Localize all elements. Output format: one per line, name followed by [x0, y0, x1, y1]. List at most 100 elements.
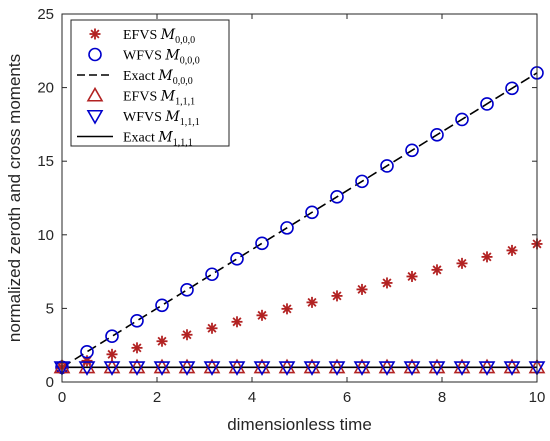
data-point: [106, 348, 118, 360]
data-point: [105, 329, 119, 344]
data-point: [78, 361, 96, 376]
data-point: [506, 244, 518, 256]
data-point: [330, 190, 344, 204]
asterisk-stroke: [257, 310, 267, 320]
ticks-layer: 0 2 4 6 8 10 0 5 10 15 20 25: [37, 6, 545, 406]
asterisk-stroke: [232, 317, 242, 327]
legend-label: Exact M0,0,0: [123, 68, 193, 87]
asterisk-stroke: [132, 343, 142, 353]
asterisk-stroke: [157, 336, 167, 346]
data-point: [456, 257, 468, 269]
y-tick-label: 0: [46, 374, 54, 391]
data-point: [178, 361, 196, 376]
legend-label: EFVS M1,1,1: [123, 89, 195, 108]
series-exact-000: [61, 72, 538, 368]
data-point: [278, 361, 296, 376]
asterisk-stroke: [407, 271, 417, 281]
data-point: [503, 358, 521, 374]
x-tick-label: 2: [153, 389, 161, 406]
legend-box: [70, 19, 230, 147]
data-point: [180, 283, 194, 297]
series-efvs-000: [56, 238, 543, 373]
data-point: [505, 81, 519, 96]
y-tick-label: 15: [37, 153, 54, 170]
x-axis-label: dimensionless time: [227, 415, 372, 434]
data-point: [331, 290, 343, 302]
data-point: [280, 221, 294, 235]
data-point: [356, 283, 368, 295]
data-point: [128, 358, 146, 374]
axes-box: [61, 13, 538, 383]
x-tick-label: 6: [343, 389, 351, 406]
legend-label: WFVS M0,0,0: [123, 48, 200, 67]
data-point: [405, 143, 419, 158]
legend-marker: [88, 47, 102, 62]
legend-label: Exact M1,1,1: [123, 130, 193, 149]
y-tick-label: 10: [37, 227, 54, 244]
data-point: [478, 358, 496, 374]
data-point: [206, 322, 218, 334]
asterisk-stroke: [332, 291, 342, 301]
data-point: [231, 316, 243, 328]
y-tick-label: 25: [37, 6, 54, 23]
data-point: [378, 358, 396, 374]
asterisk-stroke: [182, 330, 192, 340]
legend-label: WFVS M1,1,1: [123, 109, 200, 128]
data-point: [305, 205, 319, 220]
data-point: [103, 361, 121, 376]
data-point: [403, 358, 421, 374]
x-tick-label: 4: [248, 389, 256, 406]
data-point: [453, 361, 471, 376]
asterisk-stroke: [207, 323, 217, 333]
data-point: [128, 361, 146, 376]
data-point: [103, 358, 121, 374]
data-point: [255, 236, 269, 251]
data-point: [406, 270, 418, 282]
asterisk-stroke: [457, 258, 467, 268]
data-point: [205, 267, 219, 282]
y-tick-label: 5: [46, 300, 54, 317]
asterisk-stroke: [482, 252, 492, 262]
data-point: [278, 358, 296, 374]
legend-marker: [86, 109, 104, 125]
data-point: [131, 342, 143, 354]
data-point: [478, 361, 496, 376]
x-tick-label: 8: [438, 389, 446, 406]
data-point: [481, 251, 493, 263]
series-wfvs-111: [53, 361, 546, 376]
data-point: [353, 361, 371, 376]
data-point: [256, 309, 268, 321]
y-axis-label: normalized zeroth and cross moments: [5, 54, 24, 342]
data-point: [253, 361, 271, 376]
data-point: [78, 358, 96, 374]
asterisk-stroke: [282, 304, 292, 314]
asterisk-stroke: [107, 349, 117, 359]
data-point: [328, 361, 346, 376]
legend-marker: [89, 28, 101, 40]
data-point: [203, 361, 221, 376]
data-point: [380, 159, 394, 173]
data-point: [455, 112, 469, 127]
data-point: [181, 329, 193, 341]
data-point: [155, 298, 169, 313]
data-point: [355, 174, 369, 189]
legend-marker: [86, 86, 104, 102]
data-point: [230, 251, 244, 266]
series-efvs-111: [53, 358, 546, 374]
data-point: [328, 358, 346, 374]
data-point: [453, 358, 471, 374]
data-point: [303, 361, 321, 376]
data-point: [428, 358, 446, 374]
data-point: [306, 296, 318, 308]
data-point: [130, 313, 144, 328]
data-point: [430, 128, 444, 142]
asterisk-stroke: [382, 278, 392, 288]
series-wfvs-000: [55, 66, 544, 375]
y-tick-label: 20: [37, 80, 54, 97]
x-tick-label: 10: [529, 389, 546, 406]
data-point: [428, 361, 446, 376]
asterisk-stroke: [307, 297, 317, 307]
data-point: [381, 277, 393, 289]
data-point: [480, 97, 494, 111]
